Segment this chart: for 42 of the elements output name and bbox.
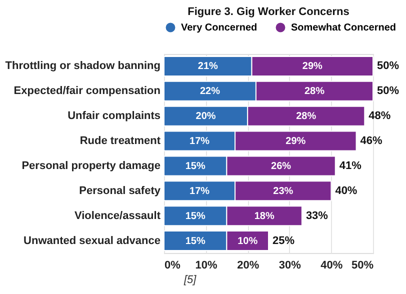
x-tick-label: 10%: [195, 260, 218, 272]
data-label: 26%: [271, 160, 292, 172]
total-label: 40%: [335, 184, 358, 197]
data-label: 28%: [296, 111, 316, 122]
x-tick-label: 20%: [237, 260, 260, 272]
y-tick-label: Unfair complaints: [68, 110, 160, 122]
y-tick-label: Personal property damage: [22, 160, 160, 172]
y-tick-label: Violence/assault: [74, 210, 161, 222]
data-label: 17%: [190, 136, 210, 148]
data-label: 15%: [185, 210, 206, 222]
y-tick-label: Throttling or shadow banning: [5, 60, 160, 72]
data-label: 29%: [302, 61, 323, 72]
x-tick-label: 30%: [278, 260, 302, 272]
y-tick-label: Expected/fair compensation: [14, 85, 161, 98]
data-label: 10%: [238, 236, 258, 247]
total-label: 48%: [368, 110, 391, 122]
total-label: 41%: [339, 160, 362, 172]
data-label: 20%: [196, 111, 216, 122]
chart-title: Figure 3. Gig Worker Concerns: [188, 6, 350, 18]
data-label: 23%: [273, 186, 294, 197]
x-tick-label: 50%: [351, 260, 374, 272]
data-label: 29%: [286, 136, 306, 148]
total-label: 33%: [306, 210, 328, 222]
data-label: 28%: [304, 86, 325, 98]
x-tick-label: 0%: [164, 260, 181, 272]
x-tick-label: 40%: [320, 260, 343, 272]
data-label: 15%: [185, 160, 206, 172]
text: [5]: [183, 274, 198, 286]
data-label: 22%: [200, 86, 220, 98]
total-label: 46%: [360, 135, 383, 148]
total-label: 50%: [377, 60, 400, 72]
legend-label: Very Concerned: [181, 22, 258, 34]
data-label: 17%: [190, 186, 210, 197]
legend-label: Somewhat Concerned: [291, 22, 396, 34]
total-label: 50%: [377, 85, 400, 98]
data-label: 21%: [198, 61, 218, 72]
y-tick-label: Personal safety: [79, 184, 162, 197]
total-label: 25%: [272, 234, 295, 247]
y-tick-label: Rude treatment: [80, 135, 161, 148]
y-tick-label: Unwanted sexual advance: [24, 234, 160, 247]
data-label: 15%: [185, 236, 206, 247]
data-label: 18%: [254, 210, 274, 222]
